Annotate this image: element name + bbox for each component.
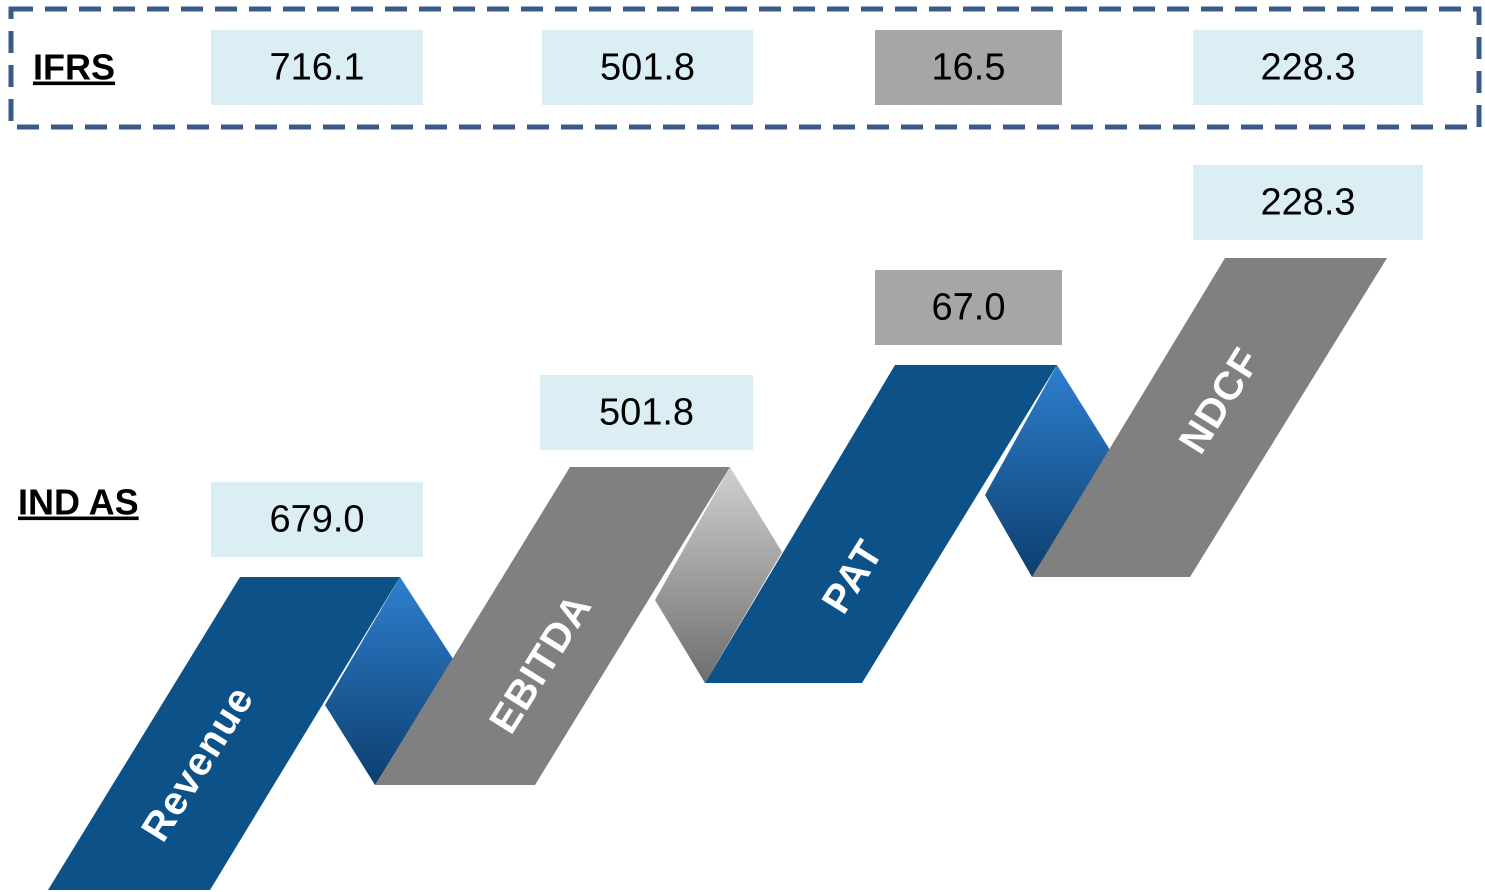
ifrs-label: IFRS	[33, 47, 115, 88]
ribbon-fold	[655, 467, 782, 683]
value-box	[875, 270, 1062, 345]
ifrs-frame	[8, 6, 1482, 130]
value-box	[211, 482, 423, 557]
value-text: 716.1	[269, 47, 364, 89]
value-box	[875, 30, 1062, 105]
ribbon-revenue	[48, 577, 400, 890]
ribbon-fold	[325, 577, 455, 785]
ind-as-label: IND AS	[18, 482, 139, 523]
value-boxes: 716.1 501.8 16.5 228.3 679.0 501.8 67.0 228.3	[211, 30, 1423, 557]
value-box	[540, 375, 753, 450]
ribbon-ebitda	[375, 467, 730, 785]
value-text: 228.3	[1260, 182, 1355, 224]
value-text: 67.0	[932, 287, 1006, 329]
value-text: 228.3	[1260, 47, 1355, 89]
value-text: 501.8	[600, 47, 695, 89]
ribbon-fold	[985, 365, 1110, 577]
ribbon-ndcf	[1032, 258, 1387, 577]
value-box	[1193, 30, 1423, 105]
ribbon-pat	[705, 365, 1057, 683]
value-text: 16.5	[932, 47, 1006, 89]
value-box	[211, 30, 423, 105]
value-text: 501.8	[599, 392, 694, 434]
value-box	[1193, 165, 1423, 240]
value-text: 679.0	[269, 499, 364, 541]
value-box	[542, 30, 753, 105]
